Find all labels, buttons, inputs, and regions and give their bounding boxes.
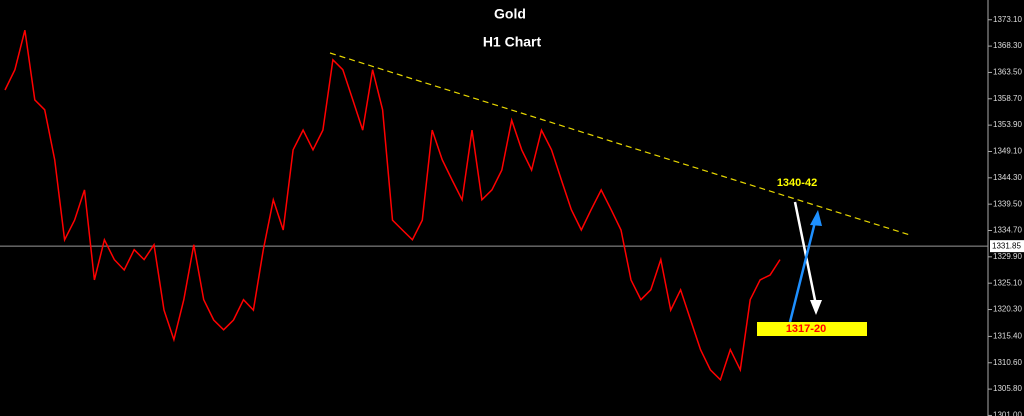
y-tick-label: 1363.50 [993, 68, 1022, 77]
y-tick-label: 1344.30 [993, 173, 1022, 182]
chart-subtitle: H1 Chart [483, 34, 542, 50]
y-tick-label: 1339.50 [993, 199, 1022, 208]
y-tick-label: 1310.60 [993, 358, 1022, 367]
y-tick-label: 1373.10 [993, 15, 1022, 24]
y-tick-label: 1349.10 [993, 147, 1022, 156]
arrow-head [810, 210, 822, 226]
y-tick-label: 1334.70 [993, 226, 1022, 235]
up-arrow [788, 221, 817, 323]
y-tick-label: 1320.30 [993, 305, 1022, 314]
y-tick-label: 1358.70 [993, 94, 1022, 103]
price-label-box [990, 240, 1024, 253]
arrow-head [810, 300, 822, 315]
trend-line [329, 52, 911, 236]
down-arrow [793, 201, 818, 306]
y-tick-label: 1353.90 [993, 120, 1022, 129]
annotation: 1340-42 [777, 177, 817, 189]
y-tick-label: 1305.80 [993, 384, 1022, 393]
y-tick-label: 1315.40 [993, 332, 1022, 341]
price-label: 1331.85 [992, 241, 1021, 250]
y-tick-label: 1301.00 [993, 411, 1022, 416]
y-tick-label: 1325.10 [993, 278, 1022, 287]
plot-area [0, 30, 988, 382]
y-tick-label: 1329.90 [993, 252, 1022, 261]
price-line-series [4, 30, 781, 382]
arrows [788, 201, 822, 323]
annotation-box [757, 322, 867, 336]
y-tick-label: 1368.30 [993, 41, 1022, 50]
annotation: 1317-20 [786, 323, 826, 335]
chart-title: Gold [494, 6, 526, 22]
